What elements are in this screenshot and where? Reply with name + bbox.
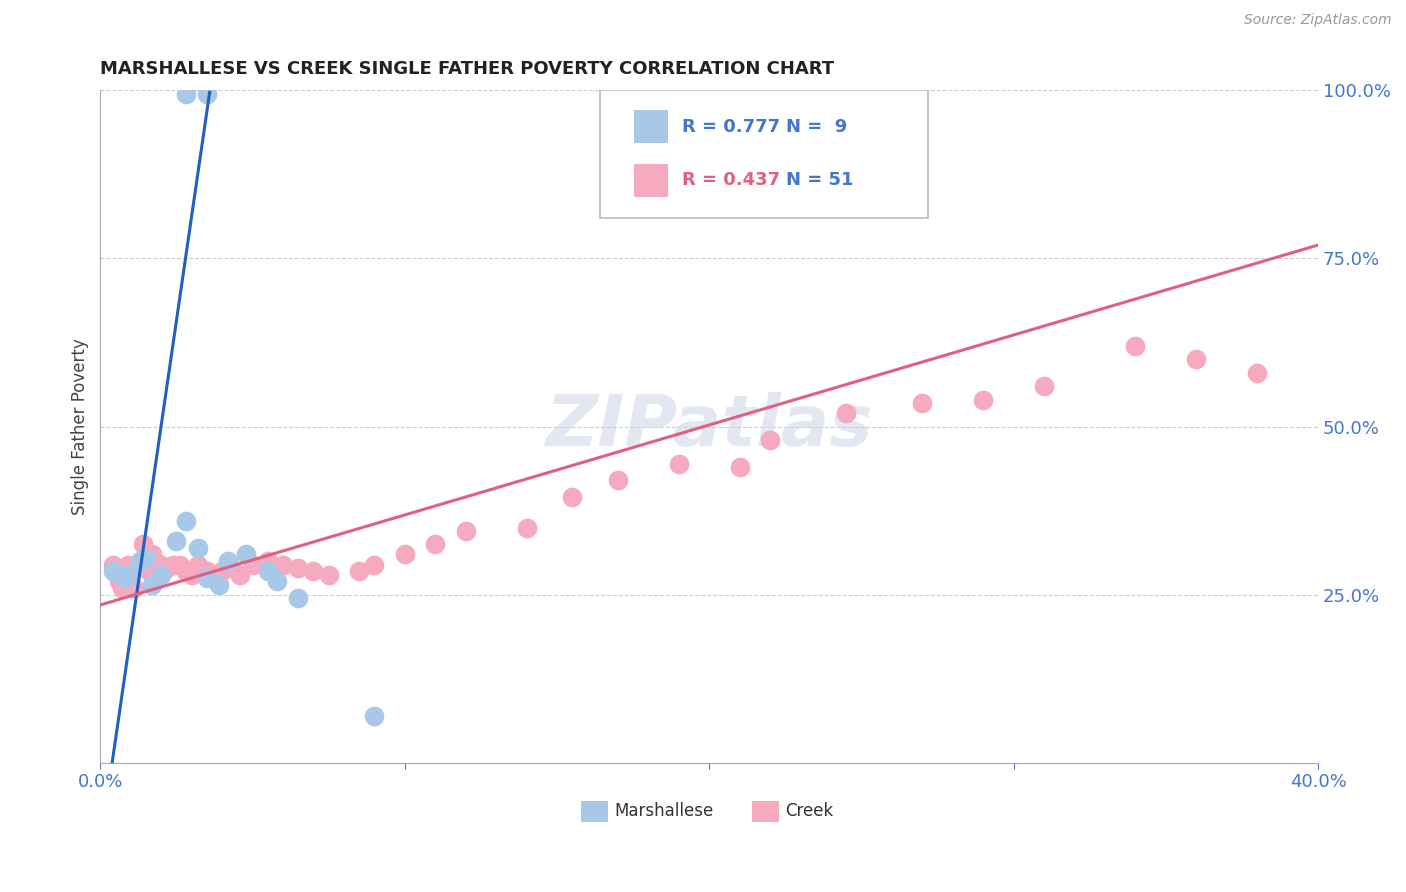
Point	[205, 567, 228, 582]
Point	[1185, 352, 1208, 367]
Text: Marshallese: Marshallese	[614, 803, 713, 821]
FancyBboxPatch shape	[599, 90, 928, 218]
Point	[138, 564, 160, 578]
Point	[668, 87, 690, 101]
FancyBboxPatch shape	[634, 164, 668, 196]
Point	[256, 554, 278, 568]
Point	[143, 554, 166, 568]
Point	[195, 564, 218, 578]
Point	[174, 514, 197, 528]
Point	[1246, 366, 1268, 380]
Point	[101, 558, 124, 572]
Point	[114, 571, 136, 585]
Point	[229, 567, 252, 582]
Point	[117, 558, 139, 572]
Point	[111, 581, 134, 595]
Point	[129, 554, 152, 568]
Text: MARSHALLESE VS CREEK SINGLE FATHER POVERTY CORRELATION CHART: MARSHALLESE VS CREEK SINGLE FATHER POVER…	[100, 60, 835, 78]
Point	[256, 564, 278, 578]
Point	[318, 567, 340, 582]
Point	[211, 564, 233, 578]
Point	[217, 554, 239, 568]
FancyBboxPatch shape	[634, 111, 668, 143]
Point	[101, 564, 124, 578]
Point	[150, 567, 173, 582]
Point	[287, 561, 309, 575]
Point	[728, 87, 751, 101]
Point	[835, 406, 858, 420]
Point	[606, 474, 628, 488]
Y-axis label: Single Father Poverty: Single Father Poverty	[72, 338, 89, 515]
Point	[219, 561, 242, 575]
Text: Source: ZipAtlas.com: Source: ZipAtlas.com	[1244, 13, 1392, 28]
Point	[561, 491, 583, 505]
Text: N = 51: N = 51	[786, 171, 853, 189]
Point	[1125, 339, 1147, 353]
Point	[187, 541, 209, 555]
Point	[287, 591, 309, 606]
Point	[135, 550, 157, 565]
Point	[394, 548, 416, 562]
Text: R = 0.777: R = 0.777	[682, 118, 780, 136]
Text: R = 0.437: R = 0.437	[682, 171, 780, 189]
Point	[120, 567, 142, 582]
Point	[174, 564, 197, 578]
Point	[425, 537, 447, 551]
Point	[454, 524, 477, 538]
Point	[235, 548, 257, 562]
Point	[166, 534, 188, 549]
Point	[156, 561, 179, 575]
Point	[271, 558, 294, 572]
Point	[195, 87, 218, 101]
Point	[668, 457, 690, 471]
Point	[174, 87, 197, 101]
Point	[1033, 379, 1056, 393]
Point	[129, 558, 152, 572]
Point	[132, 537, 155, 551]
Point	[242, 558, 264, 572]
Text: ZIPatlas: ZIPatlas	[546, 392, 873, 461]
Text: Creek: Creek	[785, 803, 832, 821]
Point	[187, 558, 209, 572]
Point	[195, 571, 218, 585]
Point	[180, 567, 202, 582]
Point	[363, 558, 385, 572]
Point	[141, 578, 163, 592]
Point	[911, 396, 934, 410]
Point	[150, 558, 173, 572]
Point	[302, 564, 325, 578]
Text: N =  9: N = 9	[786, 118, 848, 136]
Point	[363, 709, 385, 723]
FancyBboxPatch shape	[581, 801, 609, 822]
Point	[516, 520, 538, 534]
Point	[141, 548, 163, 562]
Point	[107, 574, 129, 589]
Point	[122, 581, 145, 595]
Point	[208, 578, 231, 592]
FancyBboxPatch shape	[752, 801, 779, 822]
Point	[728, 460, 751, 475]
Point	[111, 567, 134, 582]
Point	[759, 433, 782, 447]
Point	[347, 564, 370, 578]
Point	[169, 558, 191, 572]
Point	[972, 392, 994, 407]
Point	[266, 574, 288, 589]
Point	[162, 558, 184, 572]
